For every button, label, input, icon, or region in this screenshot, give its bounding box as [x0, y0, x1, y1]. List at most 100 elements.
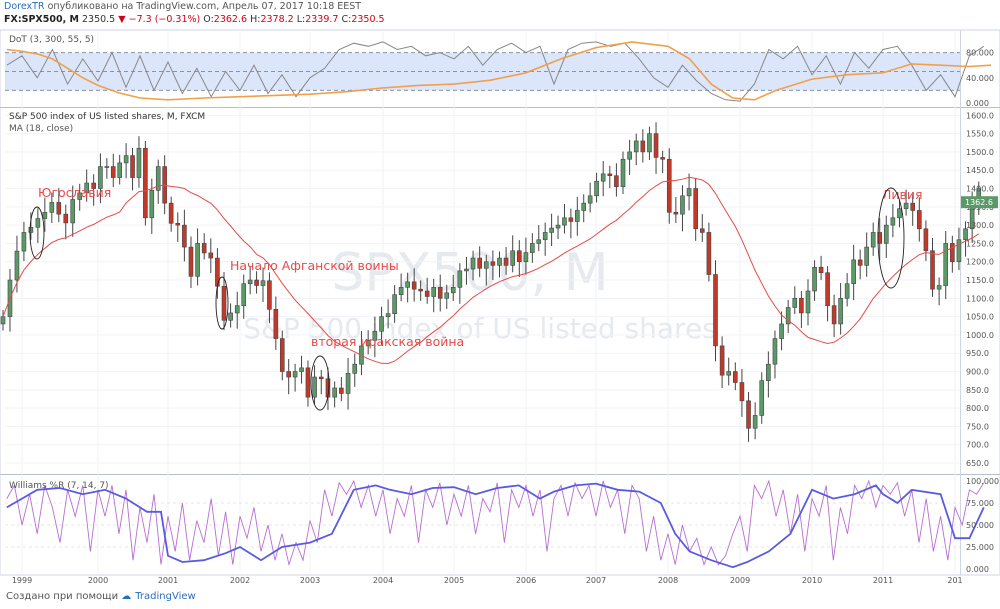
- last-price: 2350.5: [81, 14, 116, 25]
- price-tick-label: 1550.0: [966, 130, 994, 139]
- candle-bull: [772, 338, 778, 365]
- year-tick-label: 2008: [658, 576, 678, 585]
- candle-bull: [581, 202, 587, 211]
- candle-bull: [536, 239, 542, 244]
- publish-line: DorexTR опубликовано на TradingView.com,…: [4, 1, 361, 13]
- candle-bull: [523, 252, 529, 263]
- candle-bull: [14, 250, 20, 281]
- candle-bull: [812, 266, 817, 292]
- open-value: 2362.6: [213, 14, 248, 25]
- candle-bull: [431, 287, 437, 297]
- high-value: 2378.2: [260, 14, 294, 25]
- candle-bull: [0, 316, 6, 325]
- candle-bear: [168, 202, 174, 224]
- price-tick-label: 750.0: [966, 422, 989, 431]
- price-tick-label: 900.0: [966, 368, 989, 377]
- candle-bull: [444, 292, 450, 299]
- year-tick-label: 201: [947, 576, 962, 585]
- year-tick-label: 2010: [802, 576, 822, 585]
- candle-bear: [917, 210, 922, 230]
- candle-bull: [633, 140, 639, 153]
- open-label: O:: [203, 14, 214, 25]
- author-link[interactable]: DorexTR: [4, 1, 45, 12]
- candle-bull: [766, 363, 771, 381]
- candle-bull: [805, 290, 811, 314]
- candle-bull: [574, 210, 580, 222]
- candle-bear: [653, 133, 659, 158]
- price-tick-label: 950.0: [966, 349, 989, 358]
- candle-bear: [424, 290, 430, 297]
- candle-bear: [517, 250, 522, 263]
- price-tick-label: 1200.0: [966, 258, 994, 267]
- candle-bear: [746, 400, 751, 429]
- candle-bull: [680, 195, 685, 215]
- candle-bear: [614, 175, 619, 187]
- candle-bear: [279, 338, 285, 372]
- candle-bull: [49, 202, 55, 213]
- candle-bear: [286, 371, 291, 378]
- williams-fast-line: [6, 482, 985, 569]
- price-tick-label: 1450.0: [966, 166, 994, 175]
- candle-bull: [42, 212, 48, 219]
- event-annotation: Ливия: [882, 187, 923, 202]
- low-value: 2339.7: [305, 14, 339, 25]
- candle-bear: [568, 217, 574, 222]
- candle-bull: [686, 188, 692, 197]
- candle-bear: [418, 288, 423, 292]
- candle-bear: [411, 281, 417, 290]
- dot-tick-label: 80.000: [966, 49, 994, 58]
- price-tick-label: 850.0: [966, 386, 989, 395]
- price-tick-label: 650.0: [966, 459, 989, 468]
- candle-bull: [457, 270, 463, 288]
- ma-label: MA (18, close): [9, 124, 74, 134]
- candle-bear: [490, 261, 496, 266]
- candle-bull: [785, 307, 791, 325]
- candle-bull: [149, 190, 155, 219]
- candle-bull: [838, 298, 843, 325]
- price-tick-label: 1300.0: [966, 221, 994, 230]
- price-tick-label: 1250.0: [966, 239, 994, 248]
- candle-bull: [936, 285, 942, 290]
- candle-bear: [273, 308, 279, 339]
- dot-tick-label: 0.000: [966, 99, 989, 108]
- candle-bull: [470, 257, 476, 270]
- candle-bear: [950, 243, 955, 263]
- candle-bear: [693, 188, 698, 230]
- candle-bear: [437, 287, 443, 299]
- price-tick-label: 700.0: [966, 441, 989, 450]
- williams-tick-label: 100.000: [966, 477, 999, 486]
- candle-bull: [483, 261, 489, 269]
- dot-fast-line: [6, 41, 985, 102]
- candle-bull: [549, 227, 554, 233]
- year-tick-label: 2004: [373, 576, 393, 585]
- price-tick-label: 1600.0: [966, 111, 994, 120]
- candle-bull: [312, 376, 317, 398]
- event-annotation: Югославия: [38, 185, 111, 200]
- candle-bull: [897, 208, 902, 219]
- candle-bear: [713, 274, 718, 347]
- candle-bull: [392, 294, 397, 314]
- candle-bear: [63, 213, 69, 224]
- candle-bull: [600, 173, 606, 182]
- candle-bull: [123, 155, 129, 164]
- candle-bull: [98, 166, 103, 189]
- candle-bull: [864, 246, 869, 266]
- candle-bear: [910, 202, 915, 211]
- candle-bear: [739, 382, 745, 402]
- candle-bear: [706, 232, 712, 275]
- candle-bull: [155, 166, 161, 191]
- candle-bear: [221, 285, 227, 321]
- candle-bull: [70, 199, 76, 224]
- footer-text: Создано при помощи: [6, 591, 119, 602]
- candle-bull: [943, 243, 949, 286]
- year-tick-label: 2005: [444, 576, 464, 585]
- candle-bull: [385, 313, 391, 317]
- candle-bull: [647, 133, 652, 153]
- price-tick-label: 800.0: [966, 404, 989, 413]
- candle-bull: [372, 330, 378, 341]
- dot-tick-label: 40.000: [966, 74, 994, 83]
- tradingview-link[interactable]: TradingView: [135, 591, 196, 602]
- watermark-symbol: SPX500, M: [331, 243, 608, 303]
- candle-bear: [640, 140, 646, 153]
